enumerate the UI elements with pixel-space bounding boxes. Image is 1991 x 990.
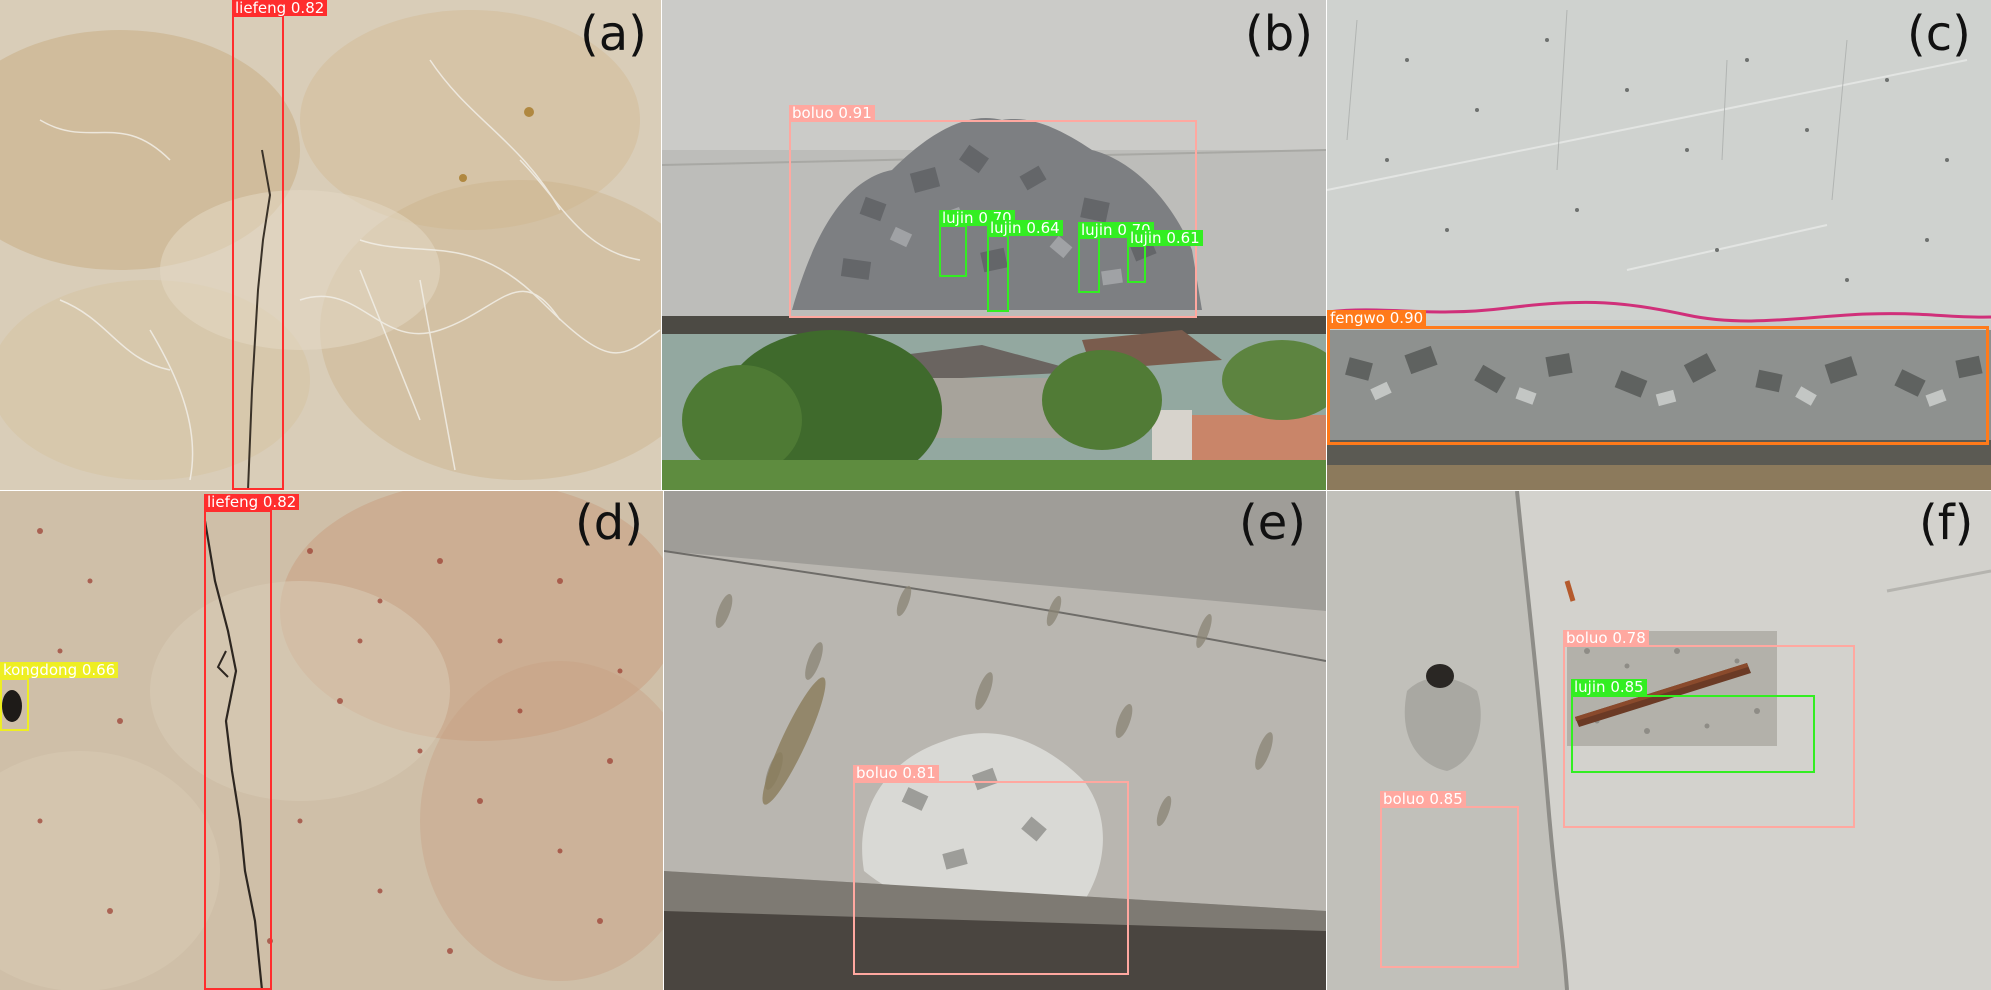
detection-score: 0.91 bbox=[838, 104, 872, 122]
rebar-bbox bbox=[1571, 695, 1815, 773]
spalling-bbox bbox=[789, 120, 1197, 318]
spalling-tag: boluo 0.78 bbox=[1563, 630, 1649, 646]
detection-class: lujin bbox=[942, 209, 974, 227]
detection-class: fengwo bbox=[1330, 309, 1385, 327]
panel-a: (a) bbox=[0, 0, 661, 490]
detection-class: boluo bbox=[1383, 790, 1425, 808]
spalling-bbox bbox=[1563, 645, 1855, 828]
rebar-bbox bbox=[987, 235, 1009, 312]
panel-c-photo bbox=[1327, 0, 1991, 490]
panel-c: (c) bbox=[1327, 0, 1991, 490]
rebar-bbox bbox=[939, 225, 967, 277]
detection-class: lujin bbox=[990, 219, 1022, 237]
rebar-bbox bbox=[1127, 245, 1146, 283]
panel-label: (b) bbox=[1245, 6, 1313, 62]
detection-class: kongdong bbox=[3, 661, 78, 679]
panel-d-photo bbox=[0, 491, 663, 990]
detection-score: 0.85 bbox=[1610, 678, 1644, 696]
rebar-tag: lujin 0.61 bbox=[1127, 230, 1203, 246]
panel-b-photo bbox=[662, 0, 1326, 490]
crack-tag: liefeng 0.82 bbox=[232, 0, 328, 17]
detection-class: boluo bbox=[792, 104, 834, 122]
detection-score: 0.61 bbox=[1166, 229, 1200, 247]
spalling-bbox bbox=[853, 781, 1129, 975]
panel-d: (d) bbox=[0, 491, 663, 990]
detection-score: 0.85 bbox=[1429, 790, 1463, 808]
panel-e: (e) bbox=[664, 491, 1326, 990]
detection-score: 0.78 bbox=[1612, 629, 1646, 647]
detection-class: lujin bbox=[1574, 678, 1606, 696]
rebar-tag: lujin 0.64 bbox=[987, 220, 1063, 236]
panel-a-photo bbox=[0, 0, 661, 490]
spalling-tag: boluo 0.85 bbox=[1380, 791, 1466, 807]
cavity-bbox bbox=[0, 678, 29, 731]
honeycomb-tag: fengwo 0.90 bbox=[1327, 309, 1427, 327]
detection-score: 0.82 bbox=[262, 493, 297, 511]
crack-bbox bbox=[232, 15, 284, 490]
honeycomb-bbox bbox=[1327, 326, 1989, 445]
panel-label: (f) bbox=[1919, 495, 1974, 551]
rebar-tag: lujin 0.85 bbox=[1571, 679, 1647, 695]
crack-bbox bbox=[204, 510, 272, 990]
crack-tag: liefeng 0.82 bbox=[204, 493, 300, 511]
detection-class: liefeng bbox=[235, 0, 287, 17]
panel-label: (e) bbox=[1239, 495, 1306, 551]
detection-class: boluo bbox=[1566, 629, 1608, 647]
panel-e-photo bbox=[664, 491, 1326, 990]
detection-class: lujin bbox=[1081, 221, 1113, 239]
panel-b: (b) bbox=[662, 0, 1326, 490]
spalling-tag: boluo 0.91 bbox=[789, 105, 875, 121]
spalling-tag: boluo 0.81 bbox=[853, 765, 939, 781]
spalling-bbox bbox=[1380, 806, 1519, 968]
panel-label: (a) bbox=[580, 6, 647, 62]
detection-score: 0.82 bbox=[290, 0, 325, 17]
rebar-bbox bbox=[1078, 237, 1100, 293]
detection-score: 0.81 bbox=[902, 764, 936, 782]
panel-label: (c) bbox=[1907, 6, 1971, 62]
detection-score: 0.90 bbox=[1389, 309, 1424, 327]
detection-class: lujin bbox=[1130, 229, 1162, 247]
detection-class: liefeng bbox=[207, 493, 259, 511]
detection-score: 0.66 bbox=[81, 661, 116, 679]
detection-class: boluo bbox=[856, 764, 898, 782]
detection-score: 0.64 bbox=[1026, 219, 1060, 237]
panel-label: (d) bbox=[575, 495, 643, 551]
cavity-tag: kongdong 0.66 bbox=[0, 661, 119, 679]
